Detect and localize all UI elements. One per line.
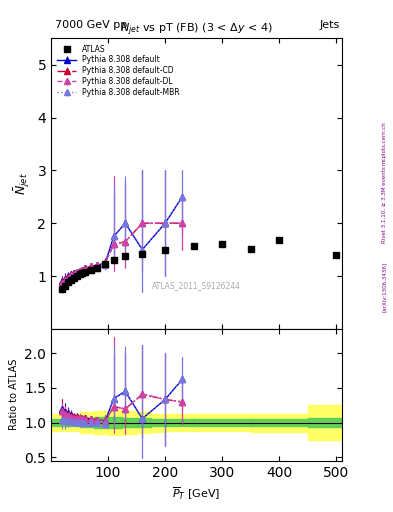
ATLAS [112,257,116,263]
ATLAS [74,273,79,279]
Y-axis label: Ratio to ATLAS: Ratio to ATLAS [9,359,19,431]
ATLAS [140,251,145,257]
ATLAS [63,283,68,289]
Text: 7000 GeV pp: 7000 GeV pp [55,19,127,30]
ATLAS [60,286,65,292]
ATLAS [66,279,71,285]
ATLAS [89,267,94,273]
ATLAS [123,253,128,259]
Line: ATLAS: ATLAS [59,237,339,292]
Text: Rivet 3.1.10, ≥ 3.3M events: Rivet 3.1.10, ≥ 3.3M events [382,166,387,243]
ATLAS [191,243,196,249]
ATLAS [72,274,76,281]
Text: ATLAS_2011_S9126244: ATLAS_2011_S9126244 [152,281,241,290]
ATLAS [69,276,73,283]
ATLAS [220,241,224,247]
ATLAS [94,265,99,271]
ATLAS [103,261,108,267]
Y-axis label: $\bar{N}_{jet}$: $\bar{N}_{jet}$ [12,172,32,195]
ATLAS [248,245,253,251]
ATLAS [277,237,281,243]
Legend: ATLAS, Pythia 8.308 default, Pythia 8.308 default-CD, Pythia 8.308 default-DL, P: ATLAS, Pythia 8.308 default, Pythia 8.30… [55,42,182,99]
ATLAS [77,271,82,278]
Text: [arXiv:1306.3436]: [arXiv:1306.3436] [382,262,387,312]
ATLAS [334,252,338,258]
Text: Jets: Jets [320,19,340,30]
ATLAS [83,269,88,275]
Text: mcplots.cern.ch: mcplots.cern.ch [382,121,387,165]
ATLAS [163,247,167,253]
Title: $N_{jet}$ vs pT (FB) (3 < $\Delta y$ < 4): $N_{jet}$ vs pT (FB) (3 < $\Delta y$ < 4… [120,22,273,38]
X-axis label: $\overline{P}_T$ [GeV]: $\overline{P}_T$ [GeV] [173,485,220,502]
ATLAS [80,270,85,276]
